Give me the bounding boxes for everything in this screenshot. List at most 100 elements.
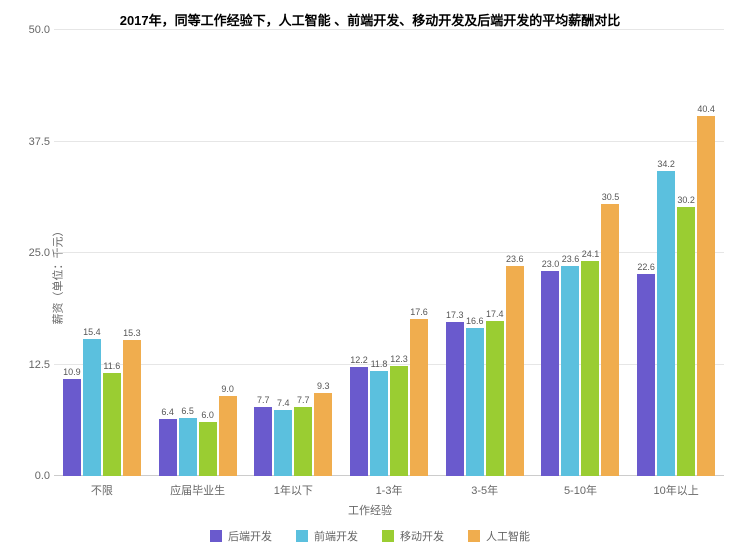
bar: 17.4 [486, 321, 504, 476]
x-tick: 不限 [54, 482, 150, 498]
legend-swatch [468, 530, 480, 542]
legend-swatch [382, 530, 394, 542]
bar-wrap: 15.3 [123, 30, 141, 476]
bar: 11.6 [103, 373, 121, 476]
bar-wrap: 34.2 [657, 30, 675, 476]
bar-value-label: 7.4 [277, 398, 290, 408]
legend: 后端开发 前端开发 移动开发 人工智能 [0, 528, 740, 544]
legend-item: 移动开发 [382, 528, 444, 544]
bar: 34.2 [657, 171, 675, 476]
bar-value-label: 12.3 [390, 354, 408, 364]
plot-area: 0.012.525.037.550.010.915.411.615.3不限6.4… [54, 30, 724, 476]
bar-value-label: 34.2 [657, 159, 675, 169]
bar-value-label: 15.4 [83, 327, 101, 337]
bar-wrap: 6.4 [159, 30, 177, 476]
legend-swatch [210, 530, 222, 542]
x-tick: 5-10年 [533, 482, 629, 498]
bar-group: 22.634.230.240.410年以上 [628, 30, 724, 476]
bar-value-label: 22.6 [637, 262, 655, 272]
bar-value-label: 24.1 [582, 249, 600, 259]
bar-wrap: 7.7 [254, 30, 272, 476]
bar: 23.6 [561, 266, 579, 477]
bar: 7.7 [294, 407, 312, 476]
bar: 12.2 [350, 367, 368, 476]
bar-group: 23.023.624.130.55-10年 [533, 30, 629, 476]
bar-wrap: 12.3 [390, 30, 408, 476]
bar-value-label: 6.0 [201, 410, 214, 420]
bar-value-label: 7.7 [257, 395, 270, 405]
bar-wrap: 22.6 [637, 30, 655, 476]
x-tick: 1-3年 [341, 482, 437, 498]
bar: 10.9 [63, 379, 81, 476]
bar-wrap: 17.4 [486, 30, 504, 476]
legend-item: 人工智能 [468, 528, 530, 544]
x-axis-label: 工作经验 [0, 502, 740, 518]
bar-wrap: 6.0 [199, 30, 217, 476]
bar-value-label: 15.3 [123, 328, 141, 338]
bar: 22.6 [637, 274, 655, 476]
bar-value-label: 16.6 [466, 316, 484, 326]
bar-wrap: 23.6 [506, 30, 524, 476]
legend-label: 人工智能 [486, 528, 530, 544]
bar: 30.5 [601, 204, 619, 476]
bar-value-label: 10.9 [63, 367, 81, 377]
bar: 6.0 [199, 422, 217, 476]
bar-wrap: 23.6 [561, 30, 579, 476]
bar-value-label: 40.4 [697, 104, 715, 114]
bar-wrap: 23.0 [541, 30, 559, 476]
bar-wrap: 10.9 [63, 30, 81, 476]
bar: 9.3 [314, 393, 332, 476]
bar: 11.8 [370, 371, 388, 476]
bar-value-label: 30.5 [602, 192, 620, 202]
bar-group: 6.46.56.09.0应届毕业生 [150, 30, 246, 476]
y-tick: 50.0 [20, 24, 50, 36]
bar-value-label: 30.2 [677, 195, 695, 205]
bar: 7.4 [274, 410, 292, 476]
bar: 16.6 [466, 328, 484, 476]
y-tick: 12.5 [20, 359, 50, 371]
bar-value-label: 11.6 [103, 361, 120, 371]
bar-value-label: 7.7 [297, 395, 310, 405]
bar-value-label: 23.6 [562, 254, 580, 264]
bar: 9.0 [219, 396, 237, 476]
bar-wrap: 11.6 [103, 30, 121, 476]
bar-value-label: 9.0 [221, 384, 234, 394]
bar: 30.2 [677, 207, 695, 476]
x-tick: 1年以下 [245, 482, 341, 498]
bar-group: 7.77.47.79.31年以下 [245, 30, 341, 476]
bar: 17.6 [410, 319, 428, 476]
bar-wrap: 16.6 [466, 30, 484, 476]
legend-label: 移动开发 [400, 528, 444, 544]
bar-wrap: 6.5 [179, 30, 197, 476]
bar-wrap: 11.8 [370, 30, 388, 476]
chart-title: 2017年，同等工作经验下，人工智能 、前端开发、移动开发及后端开发的平均薪酬对… [0, 10, 740, 29]
bar: 15.4 [83, 339, 101, 476]
bar: 7.7 [254, 407, 272, 476]
bar: 24.1 [581, 261, 599, 476]
bar-value-label: 6.4 [161, 407, 174, 417]
bar-groups: 10.915.411.615.3不限6.46.56.09.0应届毕业生7.77.… [54, 30, 724, 476]
legend-swatch [296, 530, 308, 542]
bar-value-label: 17.4 [486, 309, 504, 319]
bar-group: 10.915.411.615.3不限 [54, 30, 150, 476]
bar-value-label: 23.0 [542, 259, 560, 269]
bar: 23.0 [541, 271, 559, 476]
bar-value-label: 23.6 [506, 254, 524, 264]
legend-label: 后端开发 [228, 528, 272, 544]
x-tick: 应届毕业生 [150, 482, 246, 498]
bar-wrap: 15.4 [83, 30, 101, 476]
legend-item: 后端开发 [210, 528, 272, 544]
bar-wrap: 9.3 [314, 30, 332, 476]
y-tick: 25.0 [20, 247, 50, 259]
bar-group: 17.316.617.423.63-5年 [437, 30, 533, 476]
bar-wrap: 12.2 [350, 30, 368, 476]
bar-wrap: 17.3 [446, 30, 464, 476]
bar-value-label: 17.3 [446, 310, 464, 320]
legend-item: 前端开发 [296, 528, 358, 544]
x-tick: 10年以上 [628, 482, 724, 498]
bar-value-label: 12.2 [350, 355, 368, 365]
y-tick: 0.0 [20, 470, 50, 482]
bar-wrap: 7.4 [274, 30, 292, 476]
bar: 6.4 [159, 419, 177, 476]
chart-container: 2017年，同等工作经验下，人工智能 、前端开发、移动开发及后端开发的平均薪酬对… [0, 0, 740, 550]
